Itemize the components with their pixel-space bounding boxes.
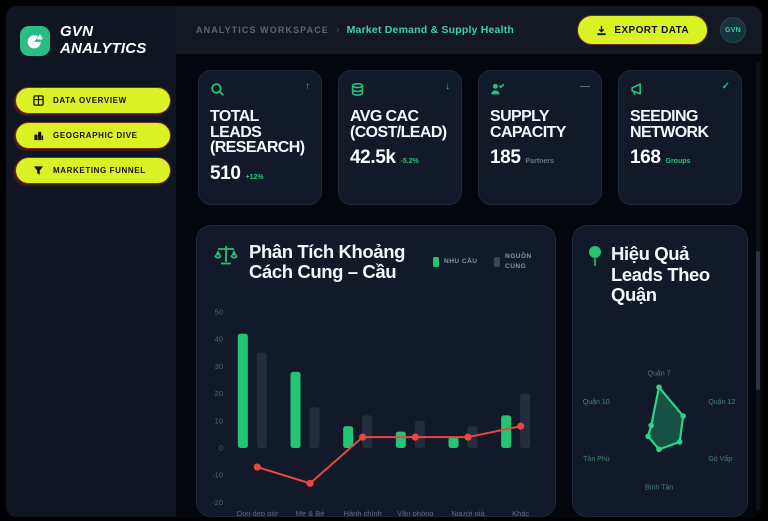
kpi-card-seeding-network: ✓ SEEDING NETWORK 168 Groups [618,70,742,205]
svg-text:30: 30 [215,362,223,371]
kpi-title: SUPPLY CAPACITY [490,108,566,141]
topbar: ANALYTICS WORKSPACE › Market Demand & Su… [176,6,762,54]
kpi-sub: Partners [525,158,554,166]
svg-text:0: 0 [219,444,223,453]
app-frame: GVN ANALYTICS DATA OVERVIEW GEOGRAPHIC D… [6,6,762,517]
supply-demand-chart: -20 -10 0 10 20 30 40 50 Dọn dẹp giờ Mẹ & Bé Hành … [212,308,531,517]
svg-text:Bình Tân: Bình Tân [645,485,673,492]
svg-text:20: 20 [215,389,223,398]
sidebar-item-geographic-dive[interactable]: GEOGRAPHIC DIVE [15,122,171,149]
export-data-button[interactable]: EXPORT DATA [577,15,708,45]
trend-up-icon: ↑ [305,81,310,92]
chart-title: Phân Tích Khoảng Cách Cung – Cầu [249,241,405,282]
kpi-value: 510 [210,163,241,185]
person-check-icon [490,82,505,102]
svg-text:Dọn dẹp giờ: Dọn dẹp giờ [237,509,278,517]
svg-text:Văn phòng: Văn phòng [397,509,433,517]
avatar[interactable]: GVN [720,17,746,43]
grid-icon [32,95,44,107]
avatar-initials: GVN [724,26,742,34]
search-icon [210,82,225,102]
leads-by-district-radar: Quận 7 Quận 12 Gò Vấp Bình Tân Tân Phú Quận 1… [583,371,736,492]
kpi-card-supply-capacity: — SUPPLY CAPACITY 185 Partners [478,70,602,205]
legend-label-demand: NHU CẦU [444,258,478,266]
kpi-card-total-leads: ↑ TOTAL LEADS (RESEARCH) 510 +12% [198,70,322,205]
svg-text:50: 50 [215,308,223,317]
breadcrumb-separator: › [335,24,340,36]
kpi-title: AVG CAC (COST/LEAD) [350,108,447,141]
svg-text:-10: -10 [212,471,223,480]
svg-text:40: 40 [215,335,223,344]
kpi-sub: -5.2% [400,158,419,166]
kpi-title: TOTAL LEADS (RESEARCH) [210,108,305,157]
legend-label-supply: NGUỒN CUNG [505,253,532,271]
sidebar-item-label: MARKETING FUNNEL [53,166,146,175]
svg-text:Gò Vấp: Gò Vấp [708,454,732,463]
svg-text:10: 10 [215,416,223,425]
main-area: ANALYTICS WORKSPACE › Market Demand & Su… [176,6,762,517]
coins-icon [350,82,365,102]
trend-down-icon: ↓ [445,81,450,92]
kpi-row: ↑ TOTAL LEADS (RESEARCH) 510 +12% ↓ [198,70,742,205]
scrollbar [756,62,760,511]
svg-text:Quận 12: Quận 12 [708,399,735,406]
legend-swatch-supply [494,257,500,268]
sidebar-item-data-overview[interactable]: DATA OVERVIEW [15,87,171,114]
map-pin-icon [587,244,603,275]
sidebar-item-label: GEOGRAPHIC DIVE [53,131,138,140]
sidebar: GVN ANALYTICS DATA OVERVIEW GEOGRAPHIC D… [6,6,176,517]
kpi-title: SEEDING NETWORK [630,108,709,141]
buildings-icon [32,130,44,142]
kpi-card-avg-cac: ↓ AVG CAC (COST/LEAD) 42.5k -5.2% [338,70,462,205]
svg-text:-20: -20 [212,498,223,507]
supply-demand-panel: Phân Tích Khoảng Cách Cung – Cầu NHU CẦU… [196,225,556,517]
trend-flat-icon: — [580,81,590,92]
svg-text:Hành chính: Hành chính [343,509,381,517]
kpi-value: 185 [490,147,521,169]
scrollbar-thumb[interactable] [756,250,760,390]
brand: GVN ANALYTICS [6,6,176,58]
radar-title: Hiệu Quả Leads Theo Quận [611,243,710,306]
export-data-label: EXPORT DATA [614,24,689,36]
brand-name: GVN ANALYTICS [60,23,147,57]
breadcrumb-current[interactable]: Market Demand & Supply Health [346,24,515,36]
sidebar-item-marketing-funnel[interactable]: MARKETING FUNNEL [15,157,171,184]
kpi-value: 42.5k [350,147,396,169]
legend-swatch-demand [433,257,439,268]
sidebar-item-label: DATA OVERVIEW [53,96,127,105]
svg-text:Mẹ & Bé: Mẹ & Bé [296,509,325,517]
check-icon: ✓ [721,81,730,92]
svg-text:Quận 7: Quận 7 [648,371,671,378]
svg-text:Khác: Khác [512,509,529,517]
leads-by-district-panel: Hiệu Quả Leads Theo Quận Quận 7 Quận 12 Gò… [572,225,748,517]
scales-icon [213,242,239,273]
kpi-sub: +12% [245,174,264,182]
panels-row: Phân Tích Khoảng Cách Cung – Cầu NHU CẦU… [196,225,762,517]
svg-text:Quận 10: Quận 10 [583,399,610,406]
kpi-sub: Groups [665,158,691,166]
svg-text:Tân Phú: Tân Phú [583,456,610,463]
breadcrumb-root[interactable]: ANALYTICS WORKSPACE [196,25,329,35]
funnel-icon [32,165,44,177]
download-icon [597,25,607,35]
megaphone-icon [630,82,645,102]
chart-legend: NHU CẦU NGUỒN CUNG [433,242,541,273]
kpi-value: 168 [630,147,661,169]
sidebar-nav: DATA OVERVIEW GEOGRAPHIC DIVE MARKETING … [15,87,171,192]
legend-item-demand[interactable]: NHU CẦU [433,252,480,273]
svg-text:Người già: Người già [451,509,485,517]
brand-logo-pie-icon [20,25,50,56]
legend-item-supply[interactable]: NGUỒN CUNG [494,252,541,273]
